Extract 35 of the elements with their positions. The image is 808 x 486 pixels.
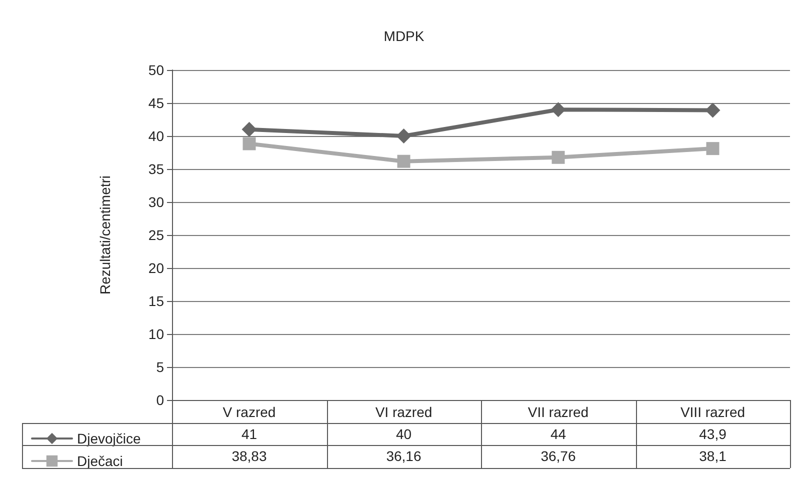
x-tick-label: VIII razred [680,404,746,420]
point [242,122,257,137]
point [705,102,720,118]
data-label: 40 [394,426,413,442]
x-tick-label: V razred [222,404,276,420]
y-tick-label: 0 [156,392,164,408]
y-tick-label: 5 [156,359,164,375]
point [550,102,566,118]
chart-title: MDPK [384,28,425,44]
y-tick-label: 25 [148,227,164,243]
y-tick-label: 30 [148,194,164,210]
point [242,137,256,150]
point [396,128,412,144]
y-axis-title: Rezultati/centimetri [97,175,113,295]
data-label: 36,16 [385,448,422,464]
legend-label: Dječaci [77,453,123,469]
data-label: 41 [240,426,258,442]
y-tick-label: 45 [148,95,164,111]
y-tick-label: 10 [148,326,164,342]
legend-label: Djevojčice [77,430,142,446]
point [706,142,720,156]
y-tick-label: 20 [148,260,164,276]
data-label: 38,1 [698,448,728,464]
data-label: 38,83 [230,448,268,464]
x-tick-label: VI razred [375,404,432,420]
point [397,154,410,168]
data-label: 36,76 [540,448,577,464]
data-label: 44 [549,426,568,442]
point [552,150,565,164]
y-tick-label: 35 [148,161,164,177]
x-tick-label: VII razred [528,404,589,420]
y-tick-label: 15 [148,293,164,309]
y-tick-label: 40 [148,128,164,144]
data-label: 43,9 [698,426,728,442]
y-tick-label: 50 [148,62,164,78]
